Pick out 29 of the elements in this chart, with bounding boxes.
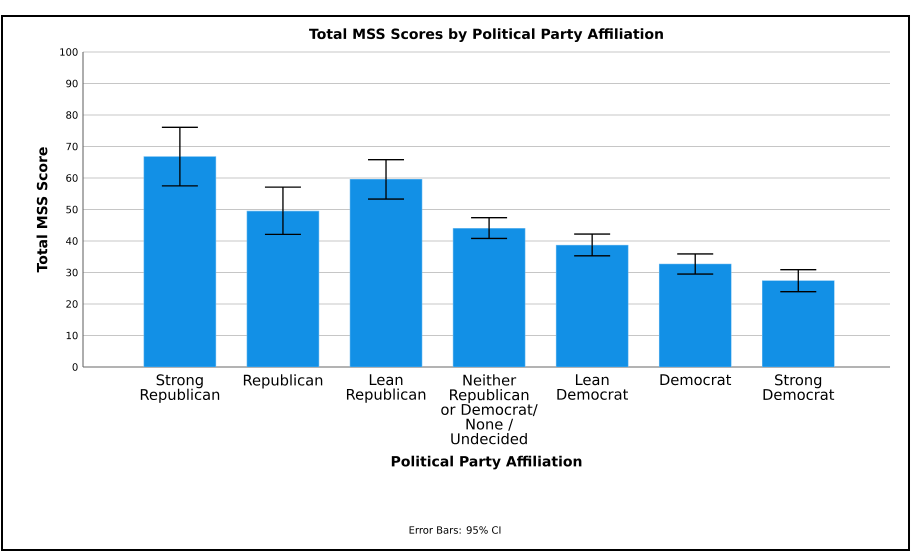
y-tick-label: 0 <box>72 363 78 371</box>
x-axis-title: Political Party Affiliation <box>392 456 582 470</box>
bar <box>658 264 732 367</box>
bar <box>350 178 422 367</box>
x-tick-label: Lean Democrat <box>557 374 628 400</box>
y-tick-label: 30 <box>66 268 78 276</box>
x-tick-label: Neither Republican or Democrat/ None / Undecided <box>441 374 538 444</box>
y-tick-label: 40 <box>66 237 78 245</box>
x-tick-label: Strong Republican <box>140 374 220 403</box>
x-tick-label: Lean Republican <box>346 374 426 403</box>
bar <box>452 228 526 367</box>
x-tick-label: Republican <box>244 374 322 388</box>
x-tick-label: Strong Democrat <box>764 374 834 400</box>
y-tick-label: 90 <box>66 80 78 88</box>
y-tick-label: 60 <box>66 174 78 182</box>
bar <box>762 280 835 367</box>
y-tick-label: 10 <box>66 332 78 340</box>
bar <box>144 156 216 367</box>
y-tick-label: 100 <box>60 48 78 56</box>
text: Error Bars: 95% CI <box>410 526 500 534</box>
bar <box>556 244 628 367</box>
chart-title: Total MSS Scores by Political Party Affiliation <box>309 28 663 42</box>
bar <box>246 210 320 367</box>
y-tick-label: 50 <box>66 206 78 214</box>
y-tick-label: 80 <box>66 111 78 119</box>
y-tick-label: 70 <box>66 142 78 150</box>
x-tick-label: Democrat <box>660 374 732 386</box>
y-axis-title: Total MSS Score <box>36 147 48 272</box>
y-tick-label: 20 <box>66 300 78 308</box>
